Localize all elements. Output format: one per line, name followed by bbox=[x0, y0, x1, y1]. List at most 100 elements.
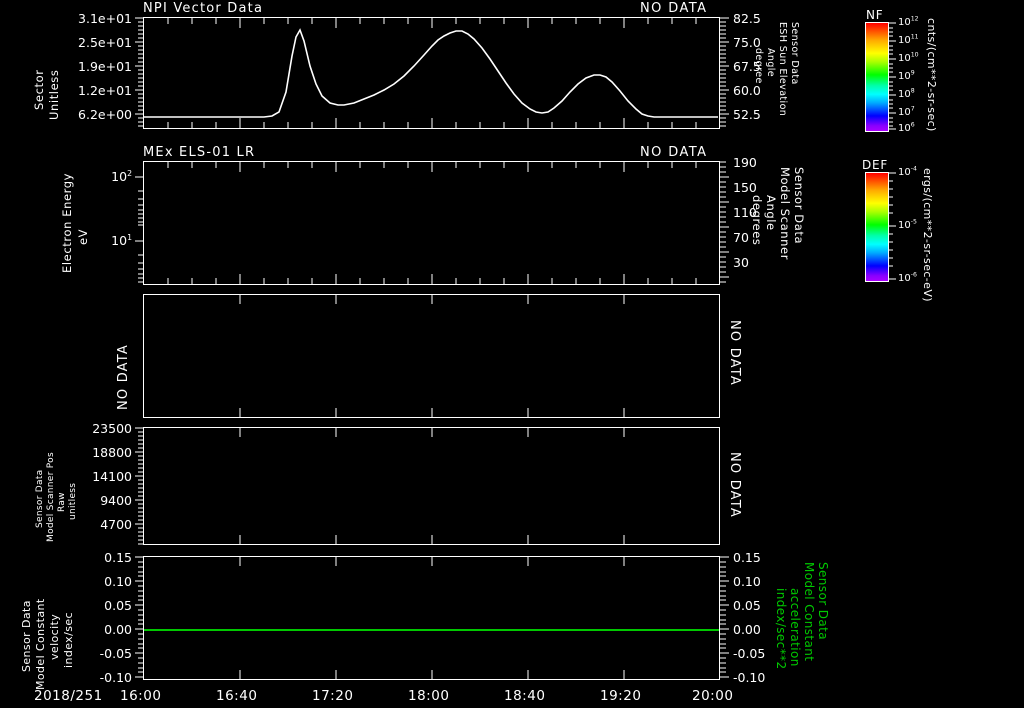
panel-cv-left-label-3: index/sec bbox=[62, 612, 75, 668]
panel-npi-left-label-0: Sector bbox=[32, 69, 46, 110]
panel-scanner-pos-svg bbox=[239, 428, 625, 544]
panel-els-right-label-1: Model Scanner bbox=[778, 167, 792, 261]
panel-constant-velocity-left-minor-ticks bbox=[135, 556, 144, 680]
panel-els-right-note: NO DATA bbox=[640, 145, 708, 160]
colorbar-def-title: DEF bbox=[862, 158, 889, 172]
panel-scanner-pos-right-note: NO DATA bbox=[727, 452, 742, 518]
panel-els-right-label-3: degrees bbox=[750, 195, 764, 246]
panel-constant-velocity-plot[interactable] bbox=[143, 556, 720, 680]
colorbar-nf-gradient[interactable] bbox=[865, 22, 889, 132]
panel-scanner-pos-left-label-2: Raw bbox=[57, 492, 67, 512]
colorbar-def-tick-1: 10-5 bbox=[898, 218, 917, 231]
panel-cv-right-label-3: index/sec**2 bbox=[774, 588, 788, 670]
panel-els-left-label-1: eV bbox=[76, 228, 90, 245]
colorbar-def-unit: ergs/(cm**2-sr-sec-eV) bbox=[921, 168, 934, 302]
panel-npi-vector-plot[interactable] bbox=[143, 17, 720, 129]
panel-npi-right-tick-4: 52.5 bbox=[733, 107, 761, 122]
colorbar-nf-tick-6: 106 bbox=[898, 121, 915, 134]
panel-npi-ytick-0: 3.1e+01 bbox=[78, 11, 132, 26]
colorbar-def-tick-0: 10-4 bbox=[898, 165, 917, 178]
panel-scanner-pos-ytick-3: 9400 bbox=[100, 493, 132, 508]
npi-vector-data-line bbox=[144, 28, 718, 118]
panel-cv-left-label-1: Model Constant bbox=[34, 598, 47, 690]
xaxis-tick-2: 17:20 bbox=[312, 688, 354, 704]
panel-npi-left-label-1: Unitless bbox=[47, 69, 61, 120]
panel-els-ytick-1: 101 bbox=[111, 232, 132, 248]
panel-els-svg bbox=[167, 162, 697, 284]
panel-scanner-pos-ytick-1: 18800 bbox=[92, 445, 132, 460]
panel-els-left-label-0: Electron Energy bbox=[60, 172, 74, 273]
panel-cv-right-tick-1: 0.10 bbox=[733, 574, 761, 589]
xaxis-tick-3: 18:00 bbox=[408, 688, 450, 704]
panel-npi-right-tick-1: 75.0 bbox=[733, 35, 761, 50]
colorbar-nf-tick-5: 107 bbox=[898, 105, 915, 118]
panel-cv-ytick-1: 0.10 bbox=[104, 574, 132, 589]
colorbar-nf-tick-4: 108 bbox=[898, 87, 915, 100]
panel-cv-right-minor-ticks bbox=[720, 556, 729, 680]
panel-els-right-tick-2: 110 bbox=[733, 205, 757, 220]
panel-nodata-3-svg bbox=[239, 295, 625, 417]
colorbar-nf-ticks bbox=[888, 22, 896, 130]
xaxis-tick-1: 16:40 bbox=[216, 688, 258, 704]
panel-scanner-pos-ytick-4: 4700 bbox=[100, 517, 132, 532]
panel-npi-vector-title: NPI Vector Data bbox=[143, 1, 264, 16]
panel-cv-left-label-0: Sensor Data bbox=[20, 600, 33, 672]
xaxis-date-label: 2018/251 bbox=[34, 688, 103, 704]
panel-npi-vector-left-minor-ticks bbox=[135, 17, 144, 129]
xaxis-tick-5: 19:20 bbox=[600, 688, 642, 704]
panel-npi-ytick-3: 1.2e+01 bbox=[78, 83, 132, 98]
panel-cv-right-label-2: acceleration bbox=[788, 588, 802, 667]
colorbar-def-gradient[interactable] bbox=[865, 172, 889, 282]
panel-els-right-tick-3: 70 bbox=[733, 230, 749, 245]
panel-npi-right-label-2: Angle bbox=[765, 48, 776, 78]
panel-els-plot[interactable] bbox=[143, 161, 720, 285]
panel-cv-right-tick-2: 0.05 bbox=[733, 598, 761, 613]
panel-scanner-pos-ytick-0: 23500 bbox=[92, 421, 132, 436]
panel-els-right-tick-1: 150 bbox=[733, 180, 757, 195]
panel-constant-velocity-svg bbox=[144, 557, 719, 679]
colorbar-nf-tick-0: 1012 bbox=[898, 15, 919, 28]
colorbar-def-ticks bbox=[888, 172, 896, 280]
xaxis-tick-4: 18:40 bbox=[504, 688, 546, 704]
panel-nodata-3-plot[interactable] bbox=[143, 294, 720, 418]
panel-npi-right-label-3: degree bbox=[753, 48, 764, 84]
panel-cv-ytick-2: 0.05 bbox=[104, 598, 132, 613]
panel-cv-right-tick-5: -0.10 bbox=[733, 670, 766, 685]
panel-cv-right-tick-4: -0.05 bbox=[733, 646, 766, 661]
panel-cv-right-tick-3: 0.00 bbox=[733, 622, 761, 637]
panel-npi-ytick-4: 6.2e+00 bbox=[78, 107, 132, 122]
colorbar-nf-tick-3: 109 bbox=[898, 69, 915, 82]
panel-scanner-pos-ytick-2: 14100 bbox=[92, 469, 132, 484]
colorbar-nf-title: NF bbox=[866, 8, 884, 22]
xaxis-tick-6: 20:00 bbox=[692, 688, 734, 704]
panel-els-right-label-0: Sensor Data bbox=[792, 167, 806, 245]
panel-npi-vector-svg bbox=[144, 18, 718, 128]
panel-npi-right-minor-ticks bbox=[720, 17, 729, 129]
panel-scanner-pos-left-label-1: Model Scanner Pos bbox=[46, 452, 56, 542]
panel-els-ytick-0: 102 bbox=[111, 168, 132, 184]
xaxis-tick-0: 16:00 bbox=[120, 688, 162, 704]
panel-npi-right-label-1: ESH Sun Elevation bbox=[777, 22, 788, 117]
panel-els-right-tick-0: 190 bbox=[733, 155, 757, 170]
panel-npi-vector-right-note: NO DATA bbox=[640, 1, 708, 16]
panel-npi-right-tick-3: 60.0 bbox=[733, 83, 761, 98]
panel-scanner-pos-plot[interactable] bbox=[143, 427, 720, 545]
panel-els-title: MEx ELS-01 LR bbox=[143, 145, 256, 160]
panel-els-right-minor-ticks bbox=[720, 161, 729, 285]
panel-scanner-pos-left-label-3: unitless bbox=[68, 482, 78, 520]
panel-cv-ytick-5: -0.10 bbox=[99, 670, 132, 685]
colorbar-nf-tick-2: 1010 bbox=[898, 51, 919, 64]
panel-els-right-label-2: Angle bbox=[764, 195, 778, 231]
panel-cv-ytick-3: 0.00 bbox=[104, 622, 132, 637]
panel-cv-ytick-0: 0.15 bbox=[104, 550, 132, 565]
panel-cv-right-tick-0: 0.15 bbox=[733, 550, 761, 565]
panel-cv-left-label-2: velocity bbox=[48, 613, 61, 660]
panel-npi-right-tick-2: 67.5 bbox=[733, 59, 761, 74]
panel-npi-ytick-1: 2.5e+01 bbox=[78, 35, 132, 50]
colorbar-nf-unit: cnts/(cm**2-sr-sec) bbox=[925, 18, 938, 132]
panel-npi-ytick-2: 1.9e+01 bbox=[78, 59, 132, 74]
panel-els-left-minor-ticks bbox=[135, 161, 144, 285]
colorbar-def-tick-2: 10-6 bbox=[898, 271, 917, 284]
colorbar-nf-tick-1: 1011 bbox=[898, 33, 919, 46]
panel-scanner-pos-left-label-0: Sensor Data bbox=[35, 469, 45, 529]
